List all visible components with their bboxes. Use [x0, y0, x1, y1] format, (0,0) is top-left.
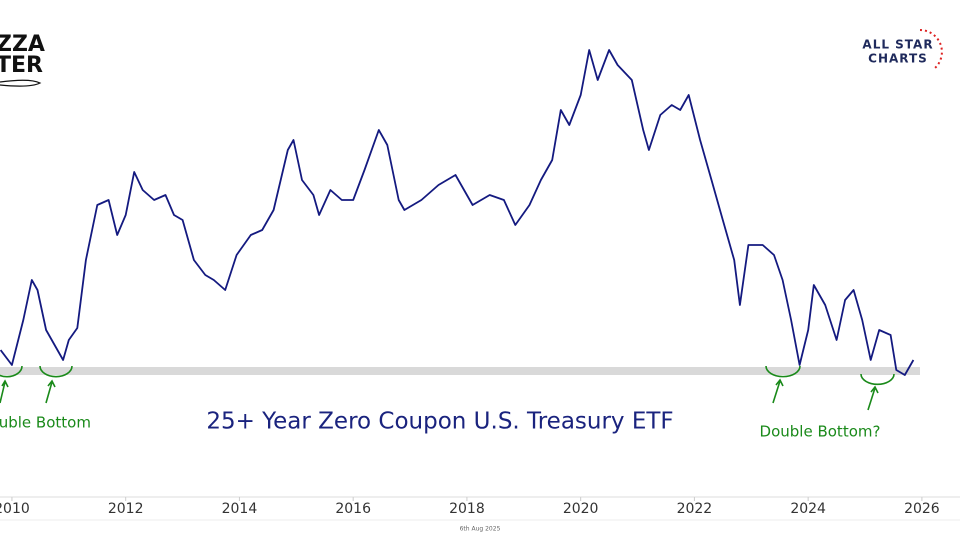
- bottom-arc: [860, 373, 895, 386]
- x-tick-label: 2018: [449, 501, 485, 517]
- date-note: 6th Aug 2025: [460, 526, 501, 533]
- chart-title: 25+ Year Zero Coupon U.S. Treasury ETF: [206, 409, 673, 435]
- x-tick-label: 2014: [222, 501, 258, 517]
- bottom-arc: [765, 365, 801, 378]
- logo-text: ALL STAR: [862, 38, 933, 52]
- logo-text: ZZA: [0, 32, 45, 57]
- logo-text: TER: [0, 53, 43, 78]
- arrow: [772, 378, 784, 404]
- plot: [0, 49, 920, 376]
- annotation: Double Bottom: [0, 414, 91, 432]
- x-tick-label: 2022: [677, 501, 713, 517]
- annotation: Double Bottom?: [760, 423, 881, 441]
- arrow: [867, 385, 879, 411]
- bottom-arc: [39, 365, 73, 378]
- logo-text: CHARTS: [868, 52, 928, 66]
- x-tick-label: 2026: [904, 501, 940, 517]
- logo-stars: [919, 29, 943, 69]
- bottom-arc: [0, 365, 23, 378]
- line: [0, 49, 915, 376]
- logo-right: ALL STAR CHARTS: [862, 29, 943, 69]
- x-tick-label: 2010: [0, 501, 30, 517]
- arrow: [0, 379, 9, 404]
- x-tick-label: 2024: [790, 501, 826, 517]
- logo-left: ZZA TER: [0, 32, 45, 87]
- arrow: [45, 379, 56, 404]
- logo-icon: [0, 79, 42, 87]
- x-tick-label: 2012: [108, 501, 144, 517]
- x-tick-label: 2020: [563, 501, 599, 517]
- x-tick-label: 2016: [335, 501, 371, 517]
- annotation-shapes: [0, 365, 895, 411]
